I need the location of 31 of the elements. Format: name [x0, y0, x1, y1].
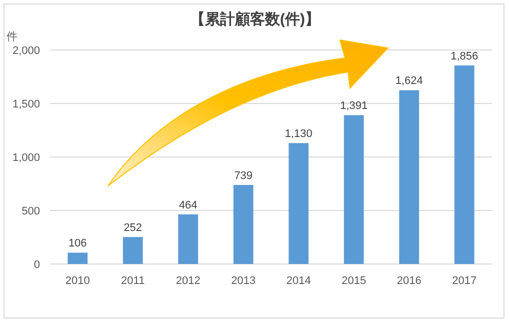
- bar: [288, 143, 309, 264]
- data-label: 106: [68, 238, 87, 250]
- y-tick-label: 1,500: [12, 98, 40, 110]
- chart-title: 【累計顧客数(件)】: [190, 10, 320, 28]
- data-label: 1,856: [450, 50, 478, 62]
- bar: [399, 90, 420, 264]
- y-tick-label: 0: [34, 259, 40, 271]
- x-tick-label: 2015: [342, 275, 366, 287]
- x-tick-label: 2010: [65, 275, 90, 287]
- data-label: 252: [124, 222, 142, 234]
- y-tick-label: 1,000: [12, 152, 40, 164]
- x-tick-label: 2012: [176, 275, 200, 287]
- bar: [178, 214, 198, 264]
- data-label: 1,624: [395, 75, 423, 88]
- bar: [68, 252, 88, 264]
- data-label: 464: [178, 199, 198, 212]
- data-label: 739: [234, 170, 253, 182]
- x-tick-label: 2016: [396, 275, 422, 287]
- y-tick-label: 500: [22, 206, 40, 218]
- data-label: 1,130: [284, 128, 312, 140]
- bar: [233, 184, 254, 264]
- x-tick-label: 2014: [286, 275, 311, 287]
- bar: [344, 115, 364, 264]
- y-tick-label: 2,000: [12, 45, 40, 57]
- bar: [122, 237, 143, 264]
- bar: [454, 65, 474, 264]
- x-tick-label: 2013: [231, 275, 256, 287]
- data-label: 1,391: [340, 100, 368, 112]
- x-tick-label: 2011: [121, 275, 145, 287]
- y-axis-title: 件: [6, 31, 18, 43]
- x-tick-label: 2017: [452, 275, 477, 287]
